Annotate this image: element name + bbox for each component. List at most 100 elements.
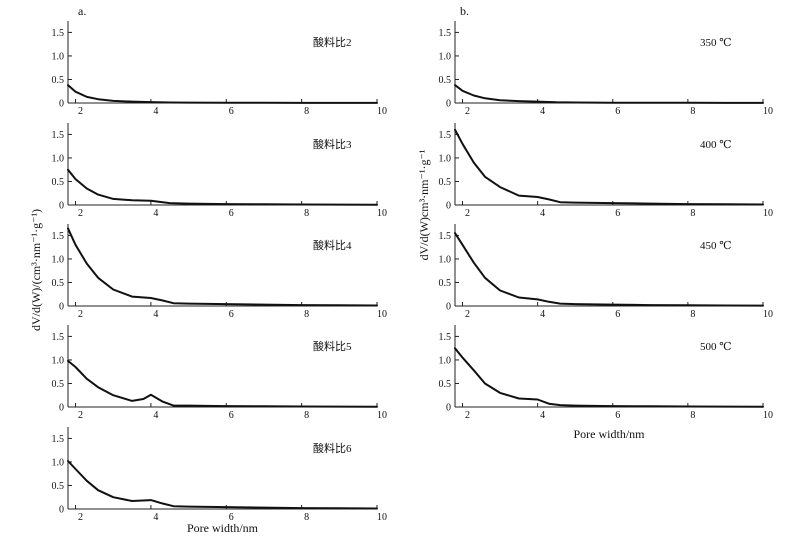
y-tick-label: 0: [446, 403, 451, 414]
y-axis-title-b: dV/d(W)cm³·nm⁻¹·g⁻¹: [417, 149, 431, 260]
y-tick-label: 0: [59, 302, 64, 313]
y-tick-label: 0: [446, 201, 451, 212]
x-tick-label: 8: [304, 208, 309, 219]
x-tick-label: 6: [229, 309, 234, 320]
y-tick-label: 0.5: [439, 278, 452, 289]
y-tick-label: 0.5: [439, 379, 452, 390]
y-tick-label: 0.5: [52, 177, 65, 188]
y-tick-label: 1.0: [439, 254, 452, 265]
x-tick-label: 6: [615, 410, 620, 421]
x-tick-label: 2: [465, 208, 470, 219]
y-tick-label: 0: [446, 302, 451, 313]
x-tick-label: 6: [229, 106, 234, 117]
x-axis-title-b: Pore width/nm: [574, 427, 646, 441]
series-line-b-3: [454, 232, 764, 307]
panel-label-a: a.: [78, 4, 86, 18]
x-tick-label: 4: [153, 106, 158, 117]
series-annotation-b-2: 400 ℃: [700, 139, 732, 151]
y-tick-label: 0: [59, 403, 64, 414]
series-annotation-a-1: 酸料比2: [313, 35, 352, 49]
x-tick-label: 2: [78, 309, 83, 320]
series-line-a-5: [67, 460, 378, 510]
y-tick-label: 0.5: [439, 75, 452, 86]
series-line-a-4: [67, 359, 378, 408]
y-tick-label: 1.5: [52, 28, 65, 39]
y-tick-label: 0.5: [52, 379, 65, 390]
x-tick-label: 2: [465, 410, 470, 421]
series-line-b-2: [454, 128, 764, 206]
y-tick-label: 1.0: [52, 153, 65, 164]
y-tick-label: 0: [446, 99, 451, 110]
x-tick-label: 10: [377, 208, 387, 219]
series-line-b-1: [454, 84, 764, 104]
y-tick-label: 1.5: [52, 130, 65, 141]
y-tick-label: 1.5: [52, 231, 65, 242]
y-tick-label: 1.0: [52, 254, 65, 265]
x-tick-label: 10: [377, 410, 387, 421]
y-tick-label: 1.5: [439, 231, 452, 242]
x-axis-title-a: Pore width/nm: [187, 521, 259, 535]
x-tick-label: 2: [78, 106, 83, 117]
x-tick-label: 6: [615, 309, 620, 320]
y-tick-label: 1.5: [52, 332, 65, 343]
x-tick-label: 8: [304, 512, 309, 523]
y-tick-label: 1.0: [439, 51, 452, 62]
x-tick-label: 2: [465, 106, 470, 117]
series-annotation-a-5: 酸料比6: [313, 441, 352, 455]
x-tick-label: 10: [377, 512, 387, 523]
series-annotation-b-3: 450 ℃: [700, 240, 732, 252]
x-tick-label: 4: [153, 512, 158, 523]
y-tick-label: 0.5: [52, 278, 65, 289]
y-tick-label: 1.5: [439, 332, 452, 343]
x-tick-label: 4: [153, 309, 158, 320]
y-tick-label: 1.0: [439, 153, 452, 164]
x-tick-label: 6: [229, 208, 234, 219]
series-line-a-1: [67, 84, 378, 104]
x-tick-label: 8: [304, 106, 309, 117]
x-tick-label: 6: [615, 208, 620, 219]
series-annotation-a-4: 酸料比5: [313, 339, 352, 353]
x-tick-label: 4: [153, 208, 158, 219]
x-tick-label: 8: [690, 410, 695, 421]
series-annotation-b-4: 500 ℃: [700, 341, 732, 353]
x-tick-label: 2: [78, 208, 83, 219]
x-tick-label: 8: [690, 106, 695, 117]
x-tick-label: 4: [540, 309, 545, 320]
y-tick-label: 1.0: [439, 355, 452, 366]
x-tick-label: 2: [78, 512, 83, 523]
x-tick-label: 10: [377, 309, 387, 320]
y-axis-title-a: dV/d(W)/(cm³·nm⁻¹·g⁻¹): [29, 209, 43, 331]
x-tick-label: 4: [153, 410, 158, 421]
x-tick-label: 4: [540, 410, 545, 421]
panel-label-b: b.: [460, 4, 469, 18]
y-tick-label: 1.5: [52, 434, 65, 445]
x-tick-label: 8: [304, 309, 309, 320]
y-tick-label: 1.5: [439, 130, 452, 141]
series-annotation-a-2: 酸料比3: [313, 137, 352, 151]
y-tick-label: 0.5: [52, 75, 65, 86]
x-tick-label: 10: [377, 106, 387, 117]
series-line-b-4: [454, 347, 764, 408]
x-tick-label: 10: [763, 309, 773, 320]
x-tick-label: 4: [540, 208, 545, 219]
x-tick-label: 10: [763, 106, 773, 117]
y-tick-label: 0: [59, 99, 64, 110]
x-tick-label: 6: [615, 106, 620, 117]
y-tick-label: 1.0: [52, 355, 65, 366]
x-tick-label: 10: [763, 410, 773, 421]
x-tick-label: 6: [229, 512, 234, 523]
y-tick-label: 0.5: [52, 481, 65, 492]
y-tick-label: 0.5: [439, 177, 452, 188]
x-tick-label: 8: [304, 410, 309, 421]
series-annotation-a-3: 酸料比4: [313, 238, 352, 252]
x-tick-label: 10: [763, 208, 773, 219]
x-tick-label: 2: [78, 410, 83, 421]
series-line-a-3: [67, 227, 378, 307]
y-tick-label: 1.0: [52, 51, 65, 62]
x-tick-label: 6: [229, 410, 234, 421]
x-tick-label: 8: [690, 309, 695, 320]
x-tick-label: 2: [465, 309, 470, 320]
series-annotation-b-1: 350 ℃: [700, 37, 732, 49]
y-tick-label: 1.5: [439, 28, 452, 39]
